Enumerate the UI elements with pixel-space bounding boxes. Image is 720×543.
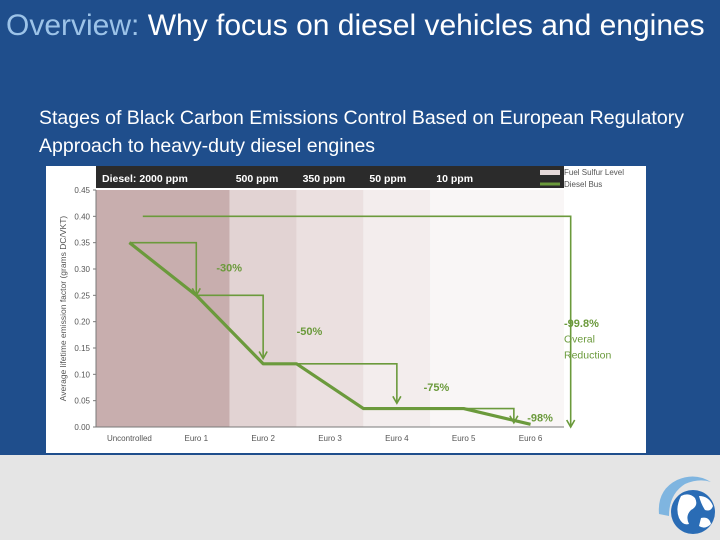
- sulfur-band-label: 50 ppm: [369, 173, 406, 185]
- sulfur-band-label: 10 ppm: [436, 173, 473, 185]
- title-prefix: Overview:: [6, 9, 140, 42]
- reduction-label: -99.8%: [564, 318, 599, 330]
- emission-chart: Diesel: 2000 ppm 500 ppm 350 ppm 50 ppm 10 p…: [58, 166, 624, 443]
- y-tick-label: 0.40: [74, 212, 90, 221]
- x-tick-label: Euro 1: [184, 434, 208, 443]
- arrowhead: [565, 419, 576, 429]
- slide-footer: [0, 455, 720, 540]
- legend-label: Diesel Bus: [564, 180, 602, 189]
- sulfur-band: [296, 190, 364, 427]
- diesel-bus-line: [128, 241, 531, 426]
- x-tick-label: Uncontrolled: [107, 434, 152, 443]
- sulfur-band-label: 350 ppm: [303, 173, 346, 185]
- arrowhead: [392, 395, 402, 405]
- y-tick-label: 0.00: [74, 423, 90, 432]
- reduction-label: -98%: [527, 413, 553, 425]
- legend-label: Fuel Sulfur Level: [564, 168, 624, 177]
- reduction-label: Overal: [564, 334, 595, 346]
- y-tick-label: 0.20: [74, 318, 90, 327]
- legend-swatch: [540, 170, 560, 175]
- sulfur-band-label: Diesel: 2000 ppm: [102, 173, 188, 185]
- arrowhead: [509, 415, 519, 425]
- chart-container: Diesel: 2000 ppm 500 ppm 350 ppm 50 ppm 10 p…: [46, 166, 646, 453]
- x-tick-label: Euro 5: [452, 434, 476, 443]
- y-tick-label: 0.45: [74, 186, 90, 195]
- reduction-arrow: [129, 241, 198, 296]
- slide-title: Overview: Why focus on diesel vehicles a…: [6, 4, 718, 48]
- x-tick-label: Euro 4: [385, 434, 409, 443]
- sulfur-band: [430, 190, 564, 427]
- reduction-label: -30%: [216, 263, 242, 275]
- x-tick-label: Euro 6: [519, 434, 543, 443]
- x-tick-label: Euro 2: [251, 434, 275, 443]
- reduction-arrow: [296, 363, 398, 404]
- reduction-arrow: [142, 215, 572, 427]
- title-rest: Why focus on diesel vehicles and engines: [139, 9, 705, 42]
- y-tick-label: 0.05: [74, 397, 90, 406]
- y-tick-label: 0.25: [74, 291, 90, 300]
- sulfur-band-label: 500 ppm: [236, 173, 279, 185]
- y-tick-label: 0.30: [74, 265, 90, 274]
- reduction-arrow: [196, 294, 264, 359]
- y-tick-label: 0.35: [74, 239, 90, 248]
- reduction-label: -50%: [297, 326, 323, 338]
- y-tick-label: 0.10: [74, 370, 90, 379]
- y-tick-label: 0.15: [74, 344, 90, 353]
- slide-subtitle: Stages of Black Carbon Emissions Control…: [39, 107, 684, 157]
- y-axis-title: Average lifetime emission factor (grams …: [58, 216, 68, 402]
- x-tick-label: Euro 3: [318, 434, 342, 443]
- arrowhead: [258, 351, 268, 361]
- globe-logo-icon: [655, 472, 719, 538]
- reduction-label: -75%: [424, 382, 450, 394]
- fuel-header-strip: [96, 166, 564, 188]
- reduction-label: Reduction: [564, 350, 611, 362]
